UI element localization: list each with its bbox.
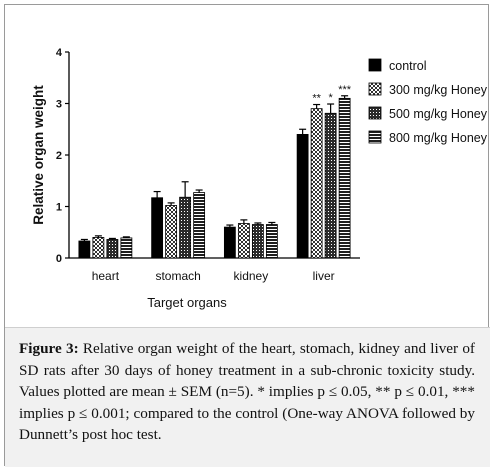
y-tick-label: 3: [56, 99, 62, 111]
bar-group: ** ****: [78, 84, 352, 259]
chart-legend: control 300 mg/kg Honey 500 mg/kg Honey 800…: [368, 58, 488, 145]
legend-label: 500 mg/kg Honey: [389, 107, 488, 121]
legend-swatch: [368, 58, 382, 72]
bar-heart-1: [92, 236, 105, 259]
bar-stomach-0: [151, 197, 164, 259]
figure-caption-area: Figure 3: Relative organ weight of the h…: [5, 327, 490, 467]
bar-liver-0: [296, 133, 309, 259]
legend-label: control: [389, 59, 427, 73]
x-axis-label: Target organs: [147, 295, 227, 310]
bar-liver-3: [338, 97, 351, 259]
y-axis-label: Relative organ weight: [31, 85, 46, 225]
y-axis-ticks: 0 1 2 3 4: [56, 47, 69, 265]
legend-swatch: [368, 130, 382, 144]
legend-swatch: [368, 82, 382, 96]
legend-label: 300 mg/kg Honey: [389, 83, 488, 97]
caption-label: Figure 3:: [19, 340, 79, 357]
x-category-label: stomach: [155, 269, 200, 283]
bar-kidney-2: [251, 224, 264, 259]
figure-caption: Figure 3: Relative organ weight of the h…: [19, 338, 475, 446]
y-tick-label: 2: [56, 150, 62, 162]
bar-stomach-1: [165, 205, 178, 259]
x-category-label: kidney: [234, 269, 269, 283]
x-category-label: liver: [313, 269, 335, 283]
bar-heart-0: [78, 240, 91, 259]
bar-heart-2: [106, 239, 119, 259]
bar-heart-3: [120, 237, 133, 259]
bar-kidney-0: [223, 226, 236, 259]
y-tick-label: 1: [56, 202, 62, 214]
bar-kidney-3: [265, 224, 278, 259]
bar-liver-1: [310, 108, 323, 259]
bar-kidney-1: [237, 223, 250, 259]
y-tick-label: 4: [56, 47, 63, 59]
caption-text: Relative organ weight of the heart, stom…: [19, 340, 475, 443]
bar-liver-2: [324, 112, 337, 259]
legend-label: 800 mg/kg Honey: [389, 131, 488, 145]
legend-swatch: [368, 106, 382, 120]
bar-stomach-2: [179, 196, 192, 259]
bar-stomach-3: [193, 192, 206, 259]
x-category-label: heart: [92, 269, 120, 283]
significance-marker: **: [312, 93, 321, 105]
y-tick-label: 0: [56, 253, 62, 265]
significance-marker: ***: [338, 84, 352, 96]
x-axis-category-labels: heart stomach kidney liver: [92, 269, 335, 283]
significance-marker: *: [328, 92, 333, 104]
